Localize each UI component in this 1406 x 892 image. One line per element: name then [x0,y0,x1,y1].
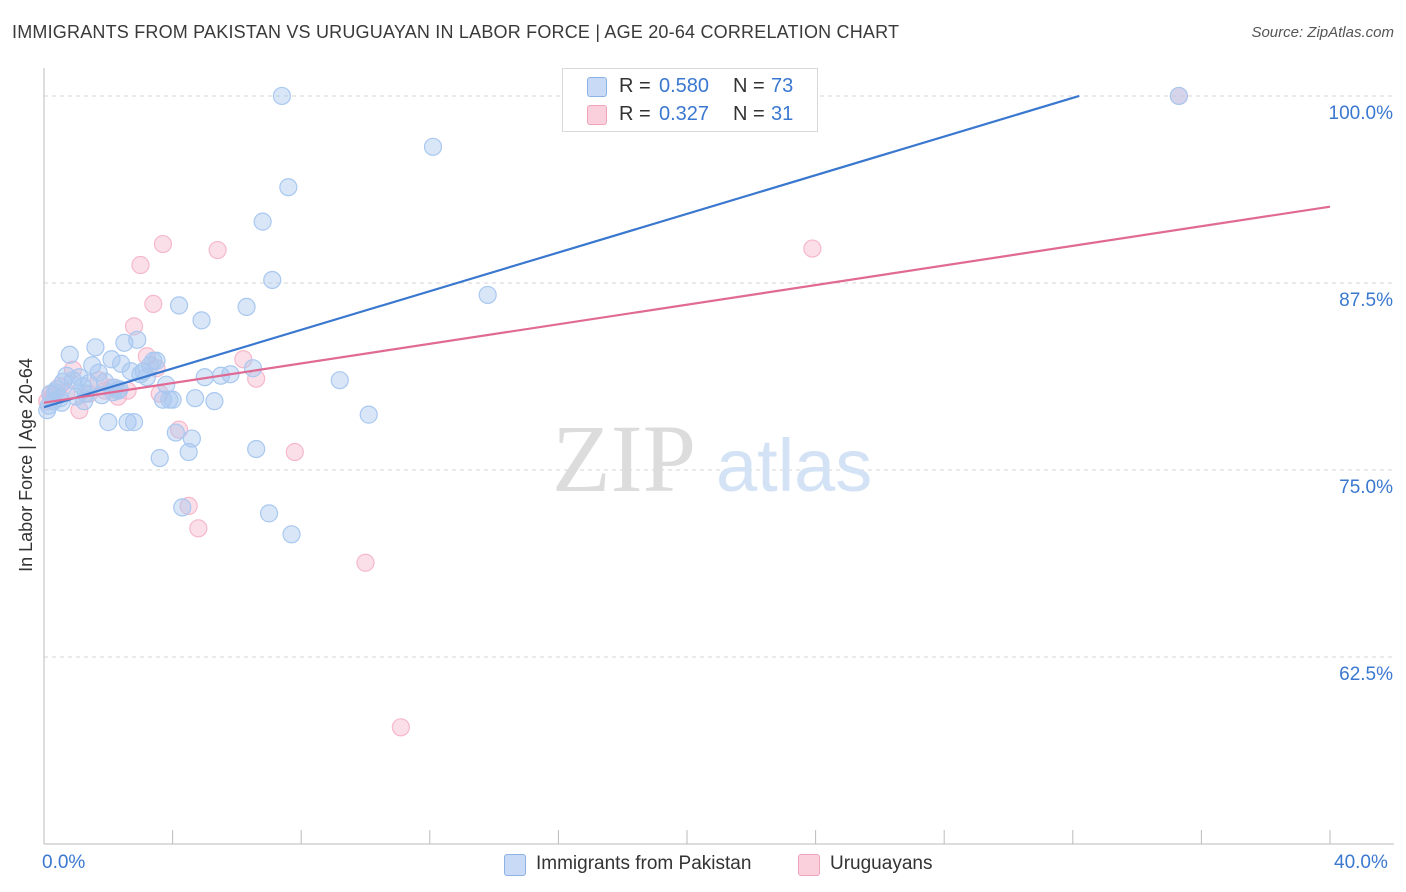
point-uruguayans [285,442,304,462]
point-pakistan [86,338,105,357]
point-pakistan [279,178,298,197]
point-uruguayans [208,240,227,260]
n-label: N = [733,103,765,125]
r-label: R = [619,75,651,97]
point-pakistan [330,371,349,390]
point-pakistan [423,137,443,156]
source-credit: Source: ZipAtlas.com [1251,24,1394,41]
point-pakistan [205,392,224,411]
y-tick-labels: 100.0% 87.5% 75.0% 62.5% [1329,103,1394,685]
point-uruguayans [356,553,375,572]
n-value: 73 [771,75,794,97]
point-uruguayans [189,519,208,538]
point-pakistan [186,389,205,408]
point-pakistan [166,423,185,442]
point-uruguayans [153,234,173,254]
y-tick-label: 100.0% [1329,103,1394,124]
point-pakistan [118,413,137,432]
legend-label-pakistan: Immigrants from Pakistan [536,853,752,874]
point-uruguayans [169,420,189,439]
x-axis-min-label: 0.0% [42,852,86,873]
legend-swatch-uruguayans [798,854,820,876]
point-pakistan [1169,86,1188,106]
point-pakistan [169,296,189,315]
point-pakistan [124,413,144,432]
axes-layer [43,68,1394,845]
point-pakistan [150,448,169,468]
point-pakistan [147,351,166,370]
point-pakistan [89,363,108,382]
n-label: N = [733,75,765,97]
point-pakistan [263,270,282,290]
point-pakistan [282,525,301,544]
points-layer [38,86,1188,737]
watermark: ZIP atlas [552,405,872,512]
point-uruguayans [179,496,198,515]
point-pakistan [153,390,173,409]
stats-legend: R = 0.580 N = 73 R = 0.327 N = 31 [562,68,818,132]
point-pakistan [99,413,118,432]
point-pakistan [253,212,272,231]
trend-line-uruguayans [43,205,1331,404]
y-tick-label: 62.5% [1339,664,1393,685]
y-tick-label: 75.0% [1339,477,1393,498]
stats-legend-row-pakistan: R = 0.580 N = 73 [563,73,817,101]
x-axis-max-label: 40.0% [1334,852,1388,873]
point-pakistan [173,498,192,517]
n-value: 31 [771,103,794,125]
point-pakistan [128,330,147,349]
trend-line-pakistan [43,94,1080,409]
point-pakistan [163,390,182,409]
stats-legend-row-uruguayans: R = 0.327 N = 31 [563,101,817,129]
point-pakistan [112,354,131,373]
watermark-atlas: atlas [716,424,872,507]
point-uruguayans [124,317,144,336]
point-pakistan [272,86,292,106]
trend-layer [43,94,1331,409]
grid-layer [44,95,1394,658]
legend-swatch-uruguayans [587,105,607,125]
legend-label-uruguayans: Uruguayans [830,853,933,874]
y-axis-label: In Labor Force | Age 20-64 [16,358,36,572]
point-uruguayans [131,255,150,275]
point-pakistan [237,297,256,317]
point-pakistan [179,442,198,462]
point-pakistan [478,285,497,305]
point-uruguayans [803,239,822,258]
point-pakistan [247,439,266,459]
r-value: 0.327 [659,103,710,125]
watermark-zip: ZIP [552,405,696,512]
r-label: R = [619,103,651,125]
point-pakistan [182,429,201,448]
point-pakistan [192,311,211,330]
point-pakistan [83,356,102,375]
point-uruguayans [144,294,163,314]
legend-swatch-pakistan [587,77,607,97]
point-pakistan [359,405,378,424]
point-pakistan [243,359,263,378]
legend-swatch-pakistan [504,854,526,876]
y-tick-label: 87.5% [1339,290,1393,311]
point-uruguayans [70,401,89,420]
point-pakistan [102,350,121,369]
point-uruguayans [391,718,410,737]
r-value: 0.580 [659,75,710,97]
chart-title: IMMIGRANTS FROM PAKISTAN VS URUGUAYAN IN… [12,22,900,42]
point-pakistan [60,345,79,364]
point-pakistan [259,504,279,523]
